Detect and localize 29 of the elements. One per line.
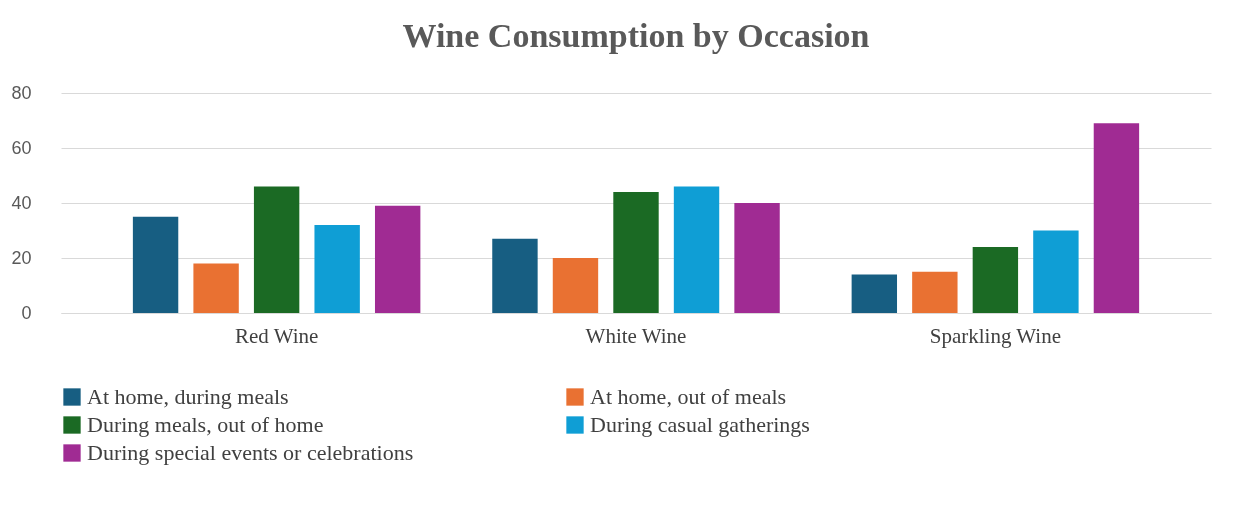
bar: [1033, 230, 1079, 313]
bar: [851, 274, 898, 313]
y-tick-label: 20: [11, 247, 32, 268]
bar: [673, 186, 720, 313]
bar: [912, 271, 958, 313]
bar: [193, 263, 239, 313]
bar: [972, 247, 1019, 313]
y-tick-label: 0: [21, 302, 32, 323]
bar: [374, 205, 421, 313]
y-tick-label: 60: [11, 137, 32, 158]
bar: [734, 203, 780, 313]
x-tick-label: White Wine: [585, 323, 687, 348]
bar: [552, 258, 599, 313]
legend-label: During casual gatherings: [590, 412, 810, 437]
legend-label: At home, during meals: [87, 384, 289, 409]
y-tick-label: 80: [11, 82, 32, 103]
bar: [492, 238, 538, 313]
bar: [613, 192, 659, 313]
bar: [314, 225, 360, 313]
bar: [1093, 123, 1140, 313]
legend-label: During special events or celebrations: [87, 440, 414, 465]
legend-label: At home, out of meals: [590, 384, 787, 409]
bar: [132, 216, 179, 313]
legend-label: During meals, out of home: [87, 412, 324, 437]
bar: [253, 186, 300, 313]
x-tick-label: Sparkling Wine: [929, 323, 1061, 348]
chart-title: Wine Consumption by Occasion: [402, 17, 870, 54]
y-tick-label: 40: [11, 192, 32, 213]
x-tick-label: Red Wine: [234, 323, 319, 348]
